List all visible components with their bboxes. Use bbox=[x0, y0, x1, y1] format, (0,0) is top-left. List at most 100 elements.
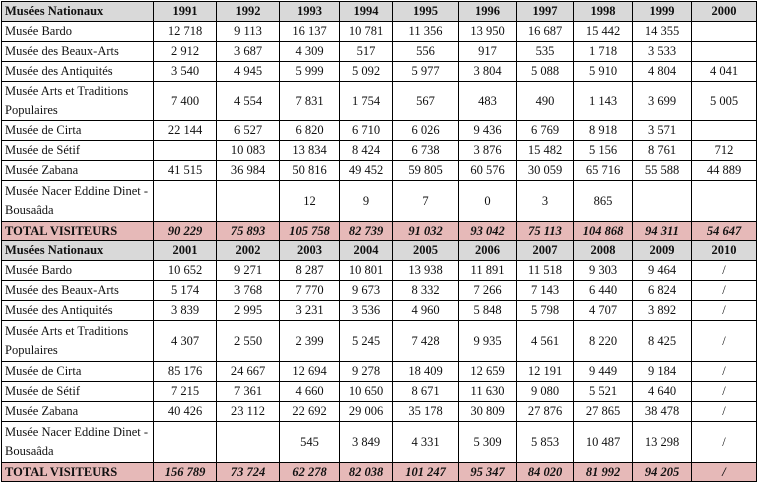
visitor-count-cell: 27 865 bbox=[573, 401, 633, 422]
museum-name: Musée Arts et Traditions Populaires bbox=[1, 81, 154, 121]
visitor-count-cell: / bbox=[691, 401, 757, 422]
visitor-count-cell: 55 588 bbox=[632, 160, 692, 181]
visitor-count-cell: 567 bbox=[392, 81, 459, 121]
visitor-count-cell: 8 220 bbox=[573, 320, 633, 362]
visitor-count-cell: 5 005 bbox=[691, 81, 757, 121]
table-row: Musée Zabana 40 426 23 112 22 692 29 006 35 1… bbox=[1, 401, 757, 422]
visitor-count-cell: 12 bbox=[279, 180, 340, 222]
visitor-count-cell: 5 309 bbox=[458, 421, 517, 463]
year-header: 2004 bbox=[339, 240, 393, 261]
visitor-count-cell: 10 781 bbox=[339, 21, 393, 42]
visitor-count-cell: / bbox=[691, 381, 757, 402]
visitor-count-cell: 8 287 bbox=[279, 260, 340, 281]
visitor-count-cell: 40 426 bbox=[153, 401, 217, 422]
total-visitors-cell: 75 893 bbox=[216, 221, 280, 241]
total-visitors-cell: 156 789 bbox=[153, 462, 217, 482]
year-header: 1992 bbox=[216, 1, 280, 22]
visitor-count-cell: 5 977 bbox=[392, 61, 459, 82]
visitor-count-cell: 6 824 bbox=[632, 280, 692, 301]
visitor-count-cell: 5 092 bbox=[339, 61, 393, 82]
visitor-count-cell bbox=[691, 120, 757, 141]
visitor-count-cell: 7 361 bbox=[216, 381, 280, 402]
visitor-count-cell: 2 550 bbox=[216, 320, 280, 362]
table-row: Musée de Sétif 7 215 7 361 4 660 10 650 8 671… bbox=[1, 381, 757, 402]
museum-name: Musée Arts et Traditions Populaires bbox=[1, 320, 154, 362]
visitor-count-cell: 2 912 bbox=[153, 41, 217, 62]
visitor-count-cell: 11 630 bbox=[458, 381, 517, 402]
table-row: Musée des Antiquités 3 839 2 995 3 231 3 536… bbox=[1, 300, 757, 321]
table-row: Musée des Beaux-Arts 2 912 3 687 4 309 517 55… bbox=[1, 41, 757, 62]
visitor-count-cell: / bbox=[691, 300, 757, 321]
visitor-count-cell: 10 650 bbox=[339, 381, 393, 402]
header-museums-label: Musées Nationaux bbox=[1, 1, 154, 22]
total-visitors-cell: 73 724 bbox=[216, 462, 280, 482]
visitor-count-cell: 9 184 bbox=[632, 361, 692, 382]
visitor-count-cell: 7 770 bbox=[279, 280, 340, 301]
total-visitors-cell: 94 205 bbox=[632, 462, 692, 482]
visitor-count-cell: 16 137 bbox=[279, 21, 340, 42]
visitor-count-cell: / bbox=[691, 260, 757, 281]
visitor-count-cell: 13 938 bbox=[392, 260, 459, 281]
total-visitors-cell: 82 739 bbox=[339, 221, 393, 241]
visitor-count-cell: 8 425 bbox=[632, 320, 692, 362]
total-row: TOTAL VISITEURS 156 789 73 724 62 278 82 038… bbox=[1, 462, 757, 482]
visitor-count-cell: 8 332 bbox=[392, 280, 459, 301]
total-visitors-cell: 105 758 bbox=[279, 221, 340, 241]
table-row: Musée Nacer Eddine Dinet - Bousaâda 545 3 … bbox=[1, 421, 757, 463]
visitor-count-cell: 12 659 bbox=[458, 361, 517, 382]
visitor-count-cell: 9 113 bbox=[216, 21, 280, 42]
visitor-count-cell: 1 718 bbox=[573, 41, 633, 62]
museum-name: Musée de Cirta bbox=[1, 120, 154, 141]
visitor-count-cell: 1 754 bbox=[339, 81, 393, 121]
visitor-count-cell: 10 801 bbox=[339, 260, 393, 281]
visitor-count-cell: 9 278 bbox=[339, 361, 393, 382]
year-header: 1991 bbox=[153, 1, 217, 22]
table-row: Musée Arts et Traditions Populaires 7 400… bbox=[1, 81, 757, 121]
total-visitors-cell: 93 042 bbox=[458, 221, 517, 241]
visitor-count-cell: 4 640 bbox=[632, 381, 692, 402]
visitor-count-cell: 12 718 bbox=[153, 21, 217, 42]
visitor-count-cell: 10 083 bbox=[216, 140, 280, 161]
visitor-count-cell: 24 667 bbox=[216, 361, 280, 382]
visitor-count-cell: 15 442 bbox=[573, 21, 633, 42]
museum-name: Musée Nacer Eddine Dinet - Bousaâda bbox=[1, 180, 154, 222]
visitor-count-cell: 5 521 bbox=[573, 381, 633, 402]
total-row: TOTAL VISITEURS 90 229 75 893 105 758 82 739… bbox=[1, 221, 757, 241]
visitor-count-cell: / bbox=[691, 361, 757, 382]
visitor-count-cell: 35 178 bbox=[392, 401, 459, 422]
visitor-count-cell: 9 673 bbox=[339, 280, 393, 301]
visitor-count-cell: 30 809 bbox=[458, 401, 517, 422]
visitor-count-cell: 4 945 bbox=[216, 61, 280, 82]
visitor-count-cell bbox=[153, 140, 217, 161]
year-header: 2006 bbox=[458, 240, 517, 261]
visitor-count-cell bbox=[691, 41, 757, 62]
visitor-count-cell: 5 174 bbox=[153, 280, 217, 301]
visitor-count-cell: 3 bbox=[516, 180, 574, 222]
visitor-count-cell: 9 436 bbox=[458, 120, 517, 141]
visitor-count-cell: 3 876 bbox=[458, 140, 517, 161]
visitor-count-cell: 85 176 bbox=[153, 361, 217, 382]
visitor-count-cell: 3 687 bbox=[216, 41, 280, 62]
visitor-count-cell: 3 768 bbox=[216, 280, 280, 301]
visitor-count-cell: 4 331 bbox=[392, 421, 459, 463]
visitor-count-cell: 7 266 bbox=[458, 280, 517, 301]
year-header: 2000 bbox=[691, 1, 757, 22]
visitor-count-cell: 5 156 bbox=[573, 140, 633, 161]
visitor-count-cell: 7 400 bbox=[153, 81, 217, 121]
year-header: 1993 bbox=[279, 1, 340, 22]
visitor-count-cell: 917 bbox=[458, 41, 517, 62]
year-header: 1998 bbox=[573, 1, 633, 22]
visitor-count-cell: / bbox=[691, 421, 757, 463]
year-header: 1996 bbox=[458, 1, 517, 22]
visitor-count-cell: 6 738 bbox=[392, 140, 459, 161]
table-row: Musée des Antiquités 3 540 4 945 5 999 5 092… bbox=[1, 61, 757, 82]
visitor-count-cell: 11 891 bbox=[458, 260, 517, 281]
visitor-count-cell: 9 271 bbox=[216, 260, 280, 281]
total-visitors-cell: 91 032 bbox=[392, 221, 459, 241]
visitor-count-cell: 9 464 bbox=[632, 260, 692, 281]
visitor-count-cell: 18 409 bbox=[392, 361, 459, 382]
visitor-count-cell: 4 804 bbox=[632, 61, 692, 82]
museum-name: Musée de Sétif bbox=[1, 381, 154, 402]
visitor-count-cell: 7 215 bbox=[153, 381, 217, 402]
